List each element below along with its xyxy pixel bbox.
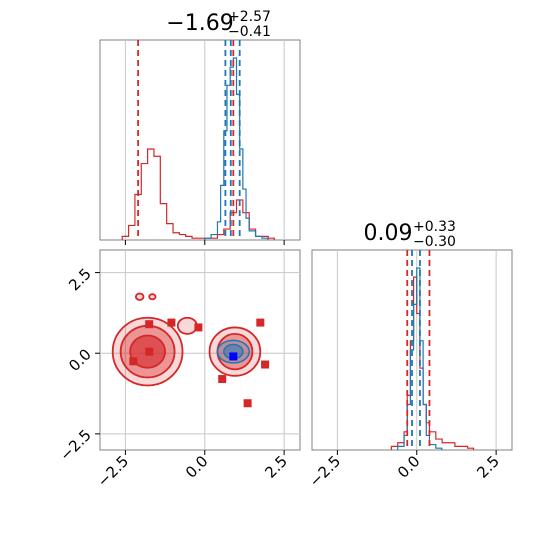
red-marker-3: [256, 318, 265, 327]
hist2-red-histogram: [390, 276, 475, 450]
scatter2d-ytick-label-0: −2.5: [56, 426, 94, 464]
scatter2d-xtick-label-1: 0.0: [182, 452, 212, 482]
red-marker-0: [145, 320, 154, 329]
red-marker-1: [167, 318, 176, 327]
hist1-red-histogram: [121, 148, 275, 240]
red-marker-5: [129, 357, 138, 366]
panel-2d-scatter: −2.5 0.0 2.5 −2.5 0.0 2.5: [56, 249, 301, 491]
title-param2-sup: +0.33: [413, 219, 456, 235]
red-contour-3-level-0: [134, 292, 145, 301]
title-param1-sub: −0.41: [228, 24, 271, 40]
hist1-frame: [99, 39, 301, 241]
title-param1-sup: +2.57: [228, 9, 271, 25]
red-contour-2-level-0: [176, 316, 198, 335]
scatter2d-xtick-label-2: 2.5: [261, 452, 291, 482]
red-marker-2: [194, 323, 203, 332]
title-param2-main: 0.09: [364, 221, 413, 246]
title-param2-sub: −0.30: [413, 234, 456, 250]
title-param2: 0.09: [364, 221, 413, 246]
red-marker-8: [243, 399, 252, 408]
hist1-blue-histogram: [204, 57, 269, 240]
title-param1: −1.69: [166, 11, 233, 36]
red-marker-6: [261, 360, 270, 369]
scatter2d-ytick-label-1: 0.0: [65, 345, 95, 375]
hist2-xtick-label-1: 0.0: [394, 452, 424, 482]
red-contour-4-level-0: [148, 293, 157, 301]
hist2-xtick-label-0: −2.5: [306, 452, 344, 490]
panel-hist-param2: −2.5 0.0 2.5: [306, 249, 513, 491]
hist2-xtick-label-2: 2.5: [473, 452, 503, 482]
panel-hist-param1: [99, 39, 301, 245]
red-marker-7: [218, 375, 227, 384]
scatter2d-xtick-label-0: −2.5: [94, 452, 132, 490]
red-marker-4: [145, 347, 154, 356]
blue-marker-0: [229, 352, 238, 361]
scatter2d-ytick-label-2: 2.5: [65, 265, 95, 295]
title-param1-main: −1.69: [166, 11, 233, 36]
